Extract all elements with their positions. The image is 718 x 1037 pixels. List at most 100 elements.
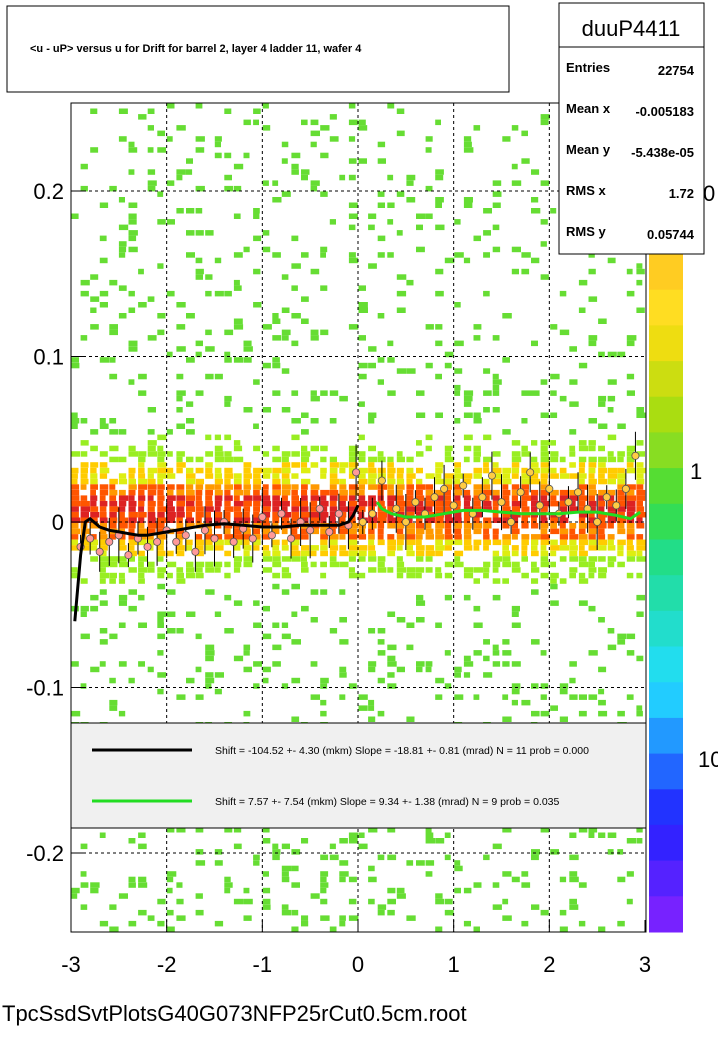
profile-point xyxy=(593,518,602,527)
heatmap-bin xyxy=(157,467,167,474)
heatmap-bin xyxy=(128,379,135,385)
heatmap-bin xyxy=(463,567,474,573)
heatmap-bin xyxy=(99,489,109,496)
heatmap-bin xyxy=(588,832,595,838)
heatmap-bin xyxy=(435,478,445,485)
heatmap-bin xyxy=(186,478,196,485)
palette-swatch xyxy=(649,610,683,647)
heatmap-bin xyxy=(71,528,80,535)
heatmap-bin xyxy=(511,622,521,628)
heatmap-bin xyxy=(128,147,138,153)
heatmap-bin xyxy=(272,445,280,452)
heatmap-bin xyxy=(176,489,185,496)
heatmap-bin xyxy=(329,561,340,568)
heatmap-bin xyxy=(425,517,436,523)
heatmap-bin xyxy=(90,108,98,114)
heatmap-bin xyxy=(301,169,310,175)
heatmap-bin xyxy=(320,539,328,546)
x-tick-label: 3 xyxy=(639,952,651,977)
heatmap-bin xyxy=(444,534,453,540)
heatmap-bin xyxy=(416,594,424,601)
heatmap-bin xyxy=(396,130,405,137)
heatmap-bin xyxy=(425,473,435,479)
heatmap-bin xyxy=(377,141,386,148)
heatmap-bin xyxy=(435,119,441,126)
heatmap-bin xyxy=(578,556,587,562)
heatmap-bin xyxy=(463,534,472,540)
heatmap-bin xyxy=(195,390,204,396)
heatmap-bin xyxy=(281,876,290,883)
heatmap-bin xyxy=(243,119,251,126)
heatmap-bin xyxy=(617,545,624,551)
heatmap-bin xyxy=(233,495,240,501)
heatmap-bin xyxy=(550,456,559,463)
heatmap-bin xyxy=(444,506,452,512)
heatmap-bin xyxy=(463,136,472,142)
heatmap-bin xyxy=(540,445,548,452)
heatmap-bin xyxy=(368,705,375,711)
heatmap-bin xyxy=(301,915,309,921)
profile-point xyxy=(315,504,324,513)
stats-value: 22754 xyxy=(658,63,695,78)
heatmap-bin xyxy=(118,561,129,568)
heatmap-bin xyxy=(109,185,117,192)
heatmap-bin xyxy=(166,876,174,883)
heatmap-bin xyxy=(454,462,461,468)
heatmap-bin xyxy=(166,219,175,225)
heatmap-bin xyxy=(483,208,492,214)
heatmap-bin xyxy=(214,434,221,441)
heatmap-bin xyxy=(195,500,203,507)
heatmap-bin xyxy=(540,495,548,501)
heatmap-bin xyxy=(425,523,432,529)
heatmap-bin xyxy=(157,313,166,319)
heatmap-bin xyxy=(147,335,157,341)
heatmap-bin xyxy=(301,467,311,474)
heatmap-bin xyxy=(578,600,588,606)
heatmap-bin xyxy=(444,523,452,529)
heatmap-bin xyxy=(425,213,433,219)
heatmap-bin xyxy=(176,373,184,380)
heatmap-bin xyxy=(492,478,502,485)
heatmap-bin xyxy=(320,500,329,507)
heatmap-bin xyxy=(272,362,281,369)
heatmap-bin xyxy=(396,368,407,374)
heatmap-bin xyxy=(138,302,147,308)
heatmap-bin xyxy=(492,384,500,391)
heatmap-bin xyxy=(492,528,499,535)
heatmap-bin xyxy=(272,622,280,628)
heatmap-bin xyxy=(636,539,646,546)
heatmap-bin xyxy=(463,412,473,418)
heatmap-bin xyxy=(511,545,519,551)
heatmap-bin xyxy=(348,545,359,551)
heatmap-bin xyxy=(99,567,106,573)
heatmap-bin xyxy=(416,484,426,490)
heatmap-bin xyxy=(224,290,232,297)
heatmap-bin xyxy=(291,926,299,932)
heatmap-bin xyxy=(128,246,138,253)
heatmap-bin xyxy=(636,489,646,496)
heatmap-bin xyxy=(253,467,263,474)
heatmap-bin xyxy=(377,517,387,523)
heatmap-bin xyxy=(128,512,138,518)
heatmap-bin xyxy=(521,390,531,396)
heatmap-bin xyxy=(511,500,522,507)
heatmap-bin xyxy=(243,887,250,894)
heatmap-bin xyxy=(224,395,232,402)
heatmap-bin xyxy=(195,478,204,485)
profile-point xyxy=(449,501,458,510)
heatmap-bin xyxy=(626,268,633,275)
heatmap-bin xyxy=(636,407,644,413)
heatmap-bin xyxy=(291,163,299,170)
heatmap-bin xyxy=(607,473,618,479)
heatmap-bin xyxy=(559,528,569,535)
heatmap-bin xyxy=(416,213,426,219)
heatmap-bin xyxy=(511,550,519,557)
heatmap-bin xyxy=(435,694,443,700)
heatmap-bin xyxy=(128,445,136,452)
heatmap-bin xyxy=(521,500,528,507)
heatmap-bin xyxy=(272,512,281,518)
fit-curve-black xyxy=(73,504,360,622)
heatmap-bin xyxy=(157,534,166,540)
heatmap-bin xyxy=(99,418,106,424)
heatmap-bin xyxy=(521,517,528,523)
